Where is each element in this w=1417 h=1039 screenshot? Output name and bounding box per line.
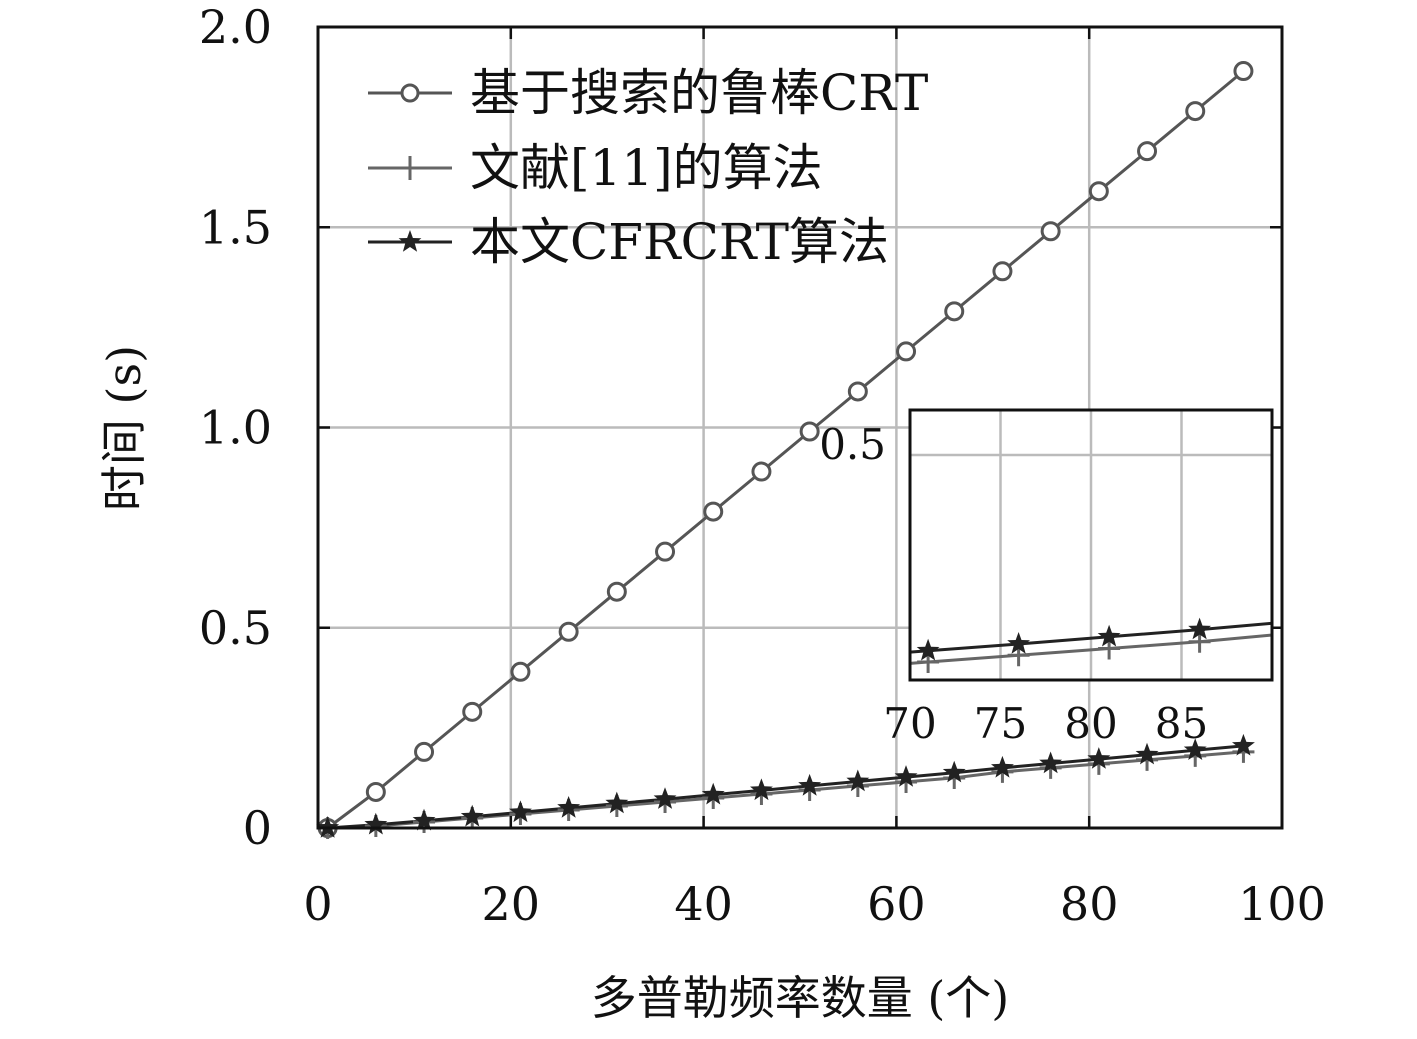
data-point-star — [991, 755, 1014, 778]
legend: 基于搜索的鲁棒CRT 文献[11]的算法 本文CFRCRT算法 — [368, 64, 928, 271]
data-point-circle — [992, 261, 1013, 282]
y-axis-label: 时间 (s) — [97, 345, 151, 511]
legend-label-ref11: 文献[11]的算法 — [470, 139, 823, 197]
x-tick-label: 40 — [674, 877, 733, 931]
data-point-circle — [1233, 61, 1254, 82]
data-point-star — [894, 765, 918, 787]
data-point-star — [846, 769, 870, 792]
inset-frame — [908, 408, 1274, 682]
data-point-star — [509, 800, 532, 823]
data-point-star — [557, 796, 581, 818]
data-point-star — [364, 812, 388, 835]
data-point-circle — [606, 581, 627, 602]
legend-label-cfrcrt: 本文CFRCRT算法 — [470, 213, 889, 271]
legend-label-search-crt: 基于搜索的鲁棒CRT — [470, 64, 928, 122]
series-line-0 — [326, 69, 1245, 830]
data-point-star — [460, 804, 484, 827]
data-point-star — [1039, 751, 1063, 774]
inset-series — [909, 617, 1273, 673]
data-point-star — [412, 808, 436, 831]
data-point-circle — [655, 541, 676, 562]
inset-x-tick-label: 75 — [974, 699, 1027, 748]
data-point-circle — [365, 781, 386, 802]
inset-data-point-star — [1097, 624, 1121, 647]
data-point-star — [653, 787, 677, 809]
data-point-circle — [847, 381, 868, 402]
data-point-circle — [1088, 181, 1109, 202]
inset-data-point-star — [1007, 632, 1030, 654]
x-tick-label: 20 — [482, 877, 541, 931]
data-point-circle — [1137, 141, 1158, 162]
inset-y-tick-label: 0.5 — [819, 420, 886, 469]
data-point-circle — [944, 301, 965, 322]
legend-marker-ref11 — [400, 156, 420, 180]
data-point-circle — [703, 501, 724, 522]
data-point-star — [750, 778, 773, 801]
data-point-circle — [462, 701, 483, 722]
legend-marker-search-crt — [400, 83, 420, 103]
inset-ticks: 70 75 80 85 0.5 — [819, 420, 1208, 748]
data-point-circle — [799, 421, 820, 442]
series-line-2 — [327, 744, 1244, 830]
data-point-circle — [1040, 221, 1061, 242]
data-point-star — [798, 773, 822, 796]
inset-x-tick-label: 70 — [883, 699, 936, 748]
inset-data-point-star — [1188, 617, 1211, 640]
y-tick-label: 1.5 — [199, 200, 272, 254]
x-axis-label: 多普勒频率数量 (个) — [591, 971, 1010, 1025]
y-tick-label: 1.0 — [199, 401, 272, 455]
data-point-star — [942, 760, 966, 783]
data-point-circle — [510, 661, 531, 682]
x-tick-label: 100 — [1238, 877, 1326, 931]
main-ticks: 0 20 40 60 80 100 0 0.5 1.0 1.5 2.0 — [199, 0, 1326, 931]
y-tick-label: 2.0 — [199, 0, 272, 54]
data-point-star — [1183, 738, 1207, 760]
inset-data-point-star — [916, 638, 940, 661]
y-tick-label: 0 — [243, 801, 272, 855]
data-point-star — [605, 791, 629, 814]
inset-x-tick-label: 85 — [1155, 699, 1208, 748]
data-point-star — [701, 782, 725, 805]
y-tick-label: 0.5 — [199, 601, 272, 655]
inset-chart: 70 75 80 85 0.5 — [819, 408, 1274, 748]
data-point-circle — [558, 621, 579, 642]
data-point-star — [1232, 733, 1255, 756]
data-point-circle — [751, 461, 772, 482]
data-point-circle — [414, 741, 435, 762]
inset-x-tick-label: 80 — [1064, 699, 1117, 748]
data-point-star — [1087, 747, 1111, 769]
data-point-circle — [1185, 101, 1206, 122]
data-point-star — [1135, 742, 1159, 765]
x-tick-label: 60 — [867, 877, 926, 931]
data-point-circle — [896, 341, 917, 362]
x-tick-label: 80 — [1060, 877, 1119, 931]
main-grid — [318, 27, 1282, 828]
x-tick-label: 0 — [303, 877, 332, 931]
legend-marker-cfrcrt — [398, 230, 422, 252]
main-series — [316, 61, 1255, 839]
